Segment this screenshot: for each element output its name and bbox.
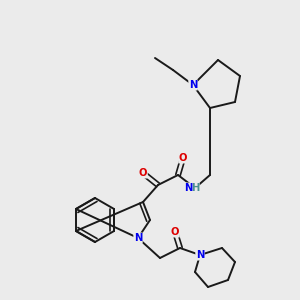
Text: N: N [184,183,192,193]
Text: O: O [139,168,147,178]
Text: O: O [171,227,179,237]
Text: H: H [191,183,199,193]
Text: N: N [189,80,197,90]
Text: N: N [134,233,142,243]
Text: O: O [179,153,187,163]
Text: N: N [196,250,204,260]
